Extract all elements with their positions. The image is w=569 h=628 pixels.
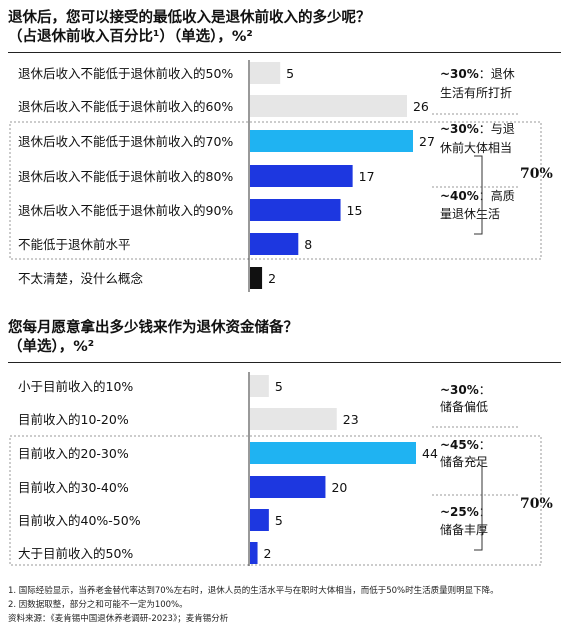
chart2-value-label: 44 [422, 446, 438, 461]
chart2-bracket [474, 459, 483, 551]
chart1-annotation-line2: 休前大体相当 [440, 140, 512, 155]
chart1-annotation-line2: 量退休生活 [440, 207, 500, 221]
chart1-bar [250, 95, 407, 117]
chart1-bar [250, 199, 341, 221]
chart1-highlight-box [9, 121, 542, 260]
chart1-category-label: 退休后收入不能低于退休前收入的70% [18, 134, 233, 149]
chart2-highlight-box [9, 435, 542, 566]
chart2-category-label: 目前收入的30-40% [18, 480, 129, 495]
chart1-category-label: 退休后收入不能低于退休前收入的80% [18, 169, 233, 184]
footnote-1: 1. 国际经验显示，当养老金替代率达到70%左右时，退休人员的生活水平与在职时大… [8, 586, 499, 596]
chart1-annotation-line2: 生活有所打折 [440, 85, 512, 100]
chart2-annotation-line1: ~45%： [440, 438, 491, 452]
chart2-bar [250, 375, 269, 397]
chart2-value-label: 20 [331, 480, 347, 495]
chart1-category-label: 不能低于退休前水平 [18, 237, 131, 252]
chart2-bar [250, 509, 269, 531]
chart1-value-label: 8 [304, 237, 312, 252]
chart1-bar [250, 165, 353, 187]
chart2-value-label: 2 [264, 546, 272, 561]
chart2-value-label: 5 [275, 513, 283, 528]
chart2-bracket-total: 70% [520, 496, 553, 512]
chart1-category-label: 退休后收入不能低于退休前收入的90% [18, 203, 233, 218]
chart2-title-rule [8, 362, 561, 363]
chart1-value-label: 26 [413, 99, 429, 114]
chart1-category-label: 退休后收入不能低于退休前收入的50% [18, 66, 233, 81]
chart2-bar [250, 476, 326, 498]
chart1-value-label: 5 [286, 66, 294, 81]
chart1-category-label: 退休后收入不能低于退休前收入的60% [18, 99, 233, 114]
chart1-value-label: 15 [347, 203, 363, 218]
chart2-annotation-line2: 储备丰厚 [440, 522, 488, 537]
chart1-title-rule [8, 52, 561, 53]
chart1-bracket-total: 70% [520, 166, 553, 182]
chart1-annotation-line1: ~30%：与退 [440, 122, 515, 136]
chart2-category-label: 目前收入的40%-50% [18, 513, 141, 528]
chart1-value-label: 2 [268, 271, 276, 286]
chart1-bar [250, 233, 299, 255]
footnote-source: 资料来源：《麦肯锡中国退休养老调研-2023》；麦肯锡分析 [8, 614, 229, 624]
chart2-annotation-line1: ~25%： [440, 505, 491, 519]
chart1-category-label: 不太清楚，没什么概念 [18, 271, 144, 286]
chart1-bracket [474, 155, 483, 235]
chart1-annotation-line1: ~40%：高质 [440, 188, 515, 203]
chart1-value-label: 17 [359, 169, 375, 184]
chart2-bar [250, 542, 258, 564]
chart1-bar [250, 62, 281, 84]
chart2-category-label: 目前收入的20-30% [18, 446, 129, 461]
chart2-value-label: 5 [275, 379, 283, 394]
chart2-title: 您每月愿意拿出多少钱来作为退休资金储备？ [8, 320, 298, 336]
chart2-value-label: 23 [343, 412, 359, 427]
chart2-bar [250, 408, 337, 430]
chart2-annotation-line1: ~30%： [440, 383, 491, 397]
chart2-category-label: 大于目前收入的50% [18, 546, 133, 561]
footnote-2: 2. 因数据取整，部分之和可能不一定为100%。 [8, 600, 188, 610]
chart2-bar [250, 442, 416, 464]
chart1-bar [250, 130, 413, 152]
chart2-category-label: 目前收入的10-20% [18, 412, 129, 427]
chart1-annotation-line1: ~30%：退休 [440, 67, 515, 81]
chart2-annotation-line2: 储备充足 [440, 454, 488, 469]
chart1-bar [250, 267, 263, 289]
chart1-value-label: 27 [419, 134, 435, 149]
chart1-title: 退休后，您可以接受的最低收入是退休前收入的多少呢？ [8, 10, 371, 26]
chart1-subtitle: （占退休前收入百分比¹）（单选），%² [8, 29, 253, 45]
chart2-category-label: 小于目前收入的10% [18, 379, 133, 394]
chart2-subtitle: （单选），%² [8, 339, 95, 355]
chart2-annotation-line2: 储备偏低 [440, 399, 488, 414]
